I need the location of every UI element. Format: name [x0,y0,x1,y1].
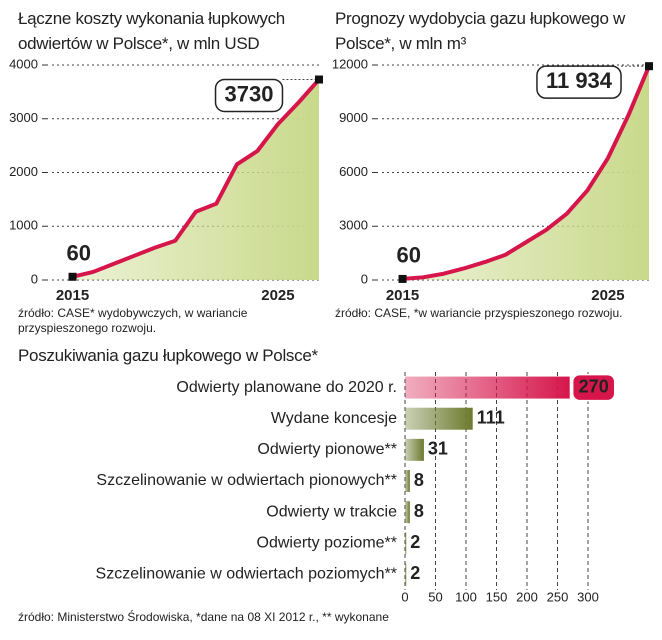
value-label: 60 [397,243,421,268]
value-label: 3730 [225,81,274,106]
line [72,78,321,279]
x-tick-label: 2025 [261,287,294,304]
y-tick-label: 0 [31,271,38,286]
y-tick-label: 2000 [9,164,38,179]
y-tick-label: 3000 [339,218,368,233]
category-label: Wydane koncesje [271,410,397,427]
bar [405,532,407,555]
x-tick-label: 50 [428,589,442,604]
y-tick-label: 4000 [9,56,38,71]
y-tick-label: 9000 [339,110,368,125]
value-label: 111 [477,407,505,427]
category-label: Odwierty pionowe** [257,441,397,458]
value-label: 8 [414,470,424,490]
value-label: 2 [410,532,420,552]
category-label: Szczelinowanie w odwiertach poziomych** [96,566,397,583]
point-marker [68,272,77,281]
value-label-box [214,78,284,113]
chart-title: Prognozy wydobycia gazu łupkowego w Pols… [335,9,626,53]
y-tick-label: 1000 [9,218,38,233]
area [72,79,320,280]
value-label-box [536,65,622,99]
value-label: 11 934 [546,68,613,93]
category-label: Odwierty poziome** [257,535,398,552]
point-marker [315,75,323,84]
y-tick-label: 6000 [339,164,368,179]
x-tick-label: 200 [516,589,538,604]
y-tick-label: 3000 [9,110,38,125]
source-note: źródło: Ministerstwo Środowiska, *dane n… [18,610,389,624]
source-note: źródło: CASE* wydobywczych, w wariancie … [18,306,248,335]
value-label: 60 [67,241,91,266]
x-tick-label: 2015 [386,287,419,304]
x-tick-label: 2025 [591,287,624,304]
area [402,66,649,281]
category-label: Odwierty planowane do 2020 r. [176,379,397,396]
value-label: 31 [428,439,448,459]
y-tick-label: 0 [361,271,368,286]
category-label: Odwierty w trakcie [266,503,397,520]
value-label-box [571,373,616,402]
chart-title: Poszukiwania gazu łupkowego w Polsce* [18,346,318,365]
point-marker [645,62,653,71]
bar [405,438,424,461]
x-tick-label: 2015 [56,287,89,304]
x-tick-label: 300 [577,589,599,604]
value-label: 8 [414,501,424,521]
bar [405,470,410,492]
x-tick-label: 0 [401,589,408,604]
bar [405,501,410,524]
bar [405,376,570,399]
source-note: źródło: CASE, *w wariancie przyspieszone… [335,306,623,320]
chart-title: Łączne koszty wykonania łupkowych odwier… [18,9,285,53]
y-tick-label: 12000 [332,56,368,71]
point-marker [398,274,407,283]
bar [405,407,473,430]
bar [405,563,407,586]
x-tick-label: 100 [455,589,477,604]
x-tick-label: 150 [486,589,508,604]
category-label: Szczelinowanie w odwiertach pionowych** [96,472,397,489]
x-tick-label: 250 [547,589,569,604]
value-label: 2 [410,563,420,583]
line [402,65,651,281]
value-label: 270 [579,376,609,396]
